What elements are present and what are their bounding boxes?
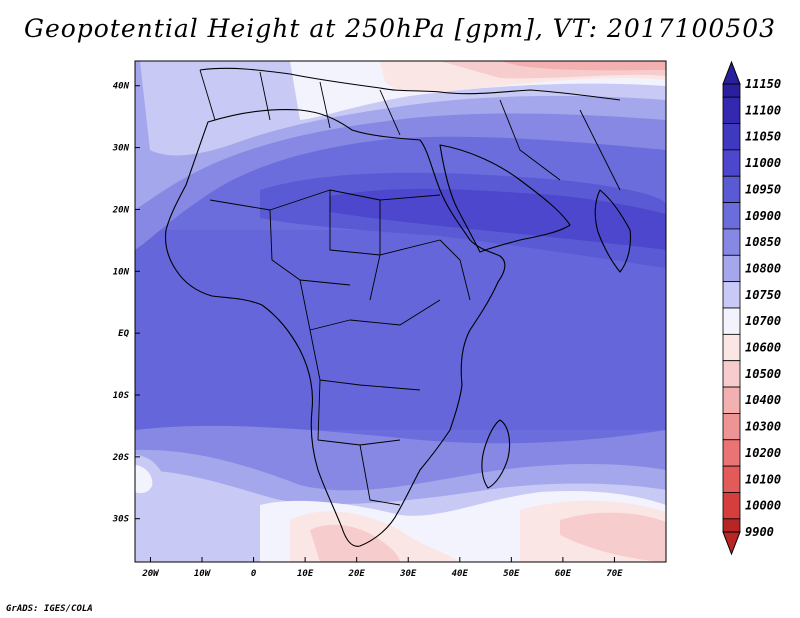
legend-level-label: 10100	[745, 472, 781, 486]
legend-level-label: 10850	[745, 235, 781, 249]
legend-swatch	[722, 281, 741, 309]
legend-swatch	[722, 413, 741, 441]
lon-tick-label: 40E	[452, 569, 469, 579]
legend-swatch	[722, 360, 741, 388]
lat-tick-label: 10N	[113, 267, 130, 277]
legend-level-label: 10200	[745, 446, 781, 460]
legend-max-triangle	[722, 60, 741, 85]
grads-credit: GrADS: IGES/COLA	[6, 604, 93, 614]
lon-tick-label: 10W	[194, 569, 212, 579]
legend-swatch	[722, 96, 741, 124]
lon-tick-label: 20E	[348, 569, 366, 579]
lon-tick-label: 60E	[555, 569, 572, 579]
country-borders	[199, 69, 621, 506]
lat-tick-label: 30N	[112, 144, 130, 154]
legend-level-label: 11150	[745, 77, 781, 91]
legend-swatch	[722, 333, 741, 362]
lon-tick-label: 10E	[297, 569, 314, 579]
map-axes: 20W 10W 0 10E 20E 30E 40E 50E 60E 70E 40N 30N 20N 10N…	[112, 82, 623, 579]
legend-swatch	[722, 175, 741, 203]
legend-swatch	[722, 123, 741, 151]
lat-tick-label: EQ	[118, 329, 129, 339]
legend-level-label: 9900	[745, 525, 774, 539]
color-legend: 11150 11100 11050 11000 10950 10900 10850 10800…	[722, 60, 781, 556]
lon-tick-label: 50E	[503, 569, 520, 579]
legend-level-label: 10900	[745, 209, 781, 223]
legend-swatch	[722, 228, 741, 256]
lon-tick-label: 70E	[606, 569, 623, 579]
field-south-band-7	[560, 512, 666, 562]
lat-tick-label: 30S	[112, 515, 130, 525]
legend-swatch	[722, 518, 741, 533]
legend-swatch	[722, 83, 741, 98]
legend-swatch	[722, 202, 741, 230]
field-north-band-7	[500, 61, 666, 71]
lon-tick-label: 0	[251, 569, 257, 579]
legend-swatch	[722, 254, 741, 283]
field-south-band-8	[310, 524, 400, 562]
legend-swatch	[722, 307, 741, 335]
legend-level-label: 10600	[745, 341, 781, 355]
legend-min-triangle	[722, 531, 741, 556]
height-field	[135, 61, 666, 562]
lon-tick-label: 20W	[141, 569, 160, 579]
map-frame	[134, 60, 667, 563]
legend-level-label: 10500	[745, 367, 781, 381]
field-tropics	[135, 230, 666, 430]
map-outlines	[164, 67, 632, 547]
arabia-coastline	[439, 144, 571, 253]
lat-tick-label: 20N	[112, 205, 130, 215]
india-coastline	[594, 189, 632, 273]
africa-coastline	[164, 108, 506, 547]
legend-level-label: 10950	[745, 182, 781, 196]
legend-swatch	[722, 465, 741, 493]
legend-swatch	[722, 492, 741, 520]
lon-tick-label: 30E	[399, 569, 417, 579]
legend-level-label: 10300	[745, 420, 781, 434]
lat-tick-label: 20S	[112, 453, 130, 463]
legend-level-label: 10800	[745, 261, 781, 275]
legend-swatch	[722, 149, 741, 177]
legend-swatch	[722, 386, 741, 414]
legend-swatch	[722, 439, 741, 467]
lat-tick-label: 10S	[113, 391, 130, 401]
europe-coastline	[199, 67, 621, 101]
legend-level-label: 11000	[745, 156, 781, 170]
lat-tick-label: 40N	[113, 82, 130, 92]
legend-level-label: 10750	[745, 288, 781, 302]
legend-level-label: 11100	[745, 103, 781, 117]
field-high-center	[330, 188, 666, 250]
madagascar-coastline	[481, 419, 511, 489]
legend-level-label: 10700	[745, 314, 781, 328]
legend-level-label: 10400	[745, 393, 781, 407]
legend-level-label: 11050	[745, 130, 781, 144]
map-title: Geopotential Height at 250hPa [gpm], VT:…	[23, 14, 777, 43]
legend-level-label: 10000	[745, 499, 781, 513]
field-sw-pocket-core	[135, 465, 153, 494]
